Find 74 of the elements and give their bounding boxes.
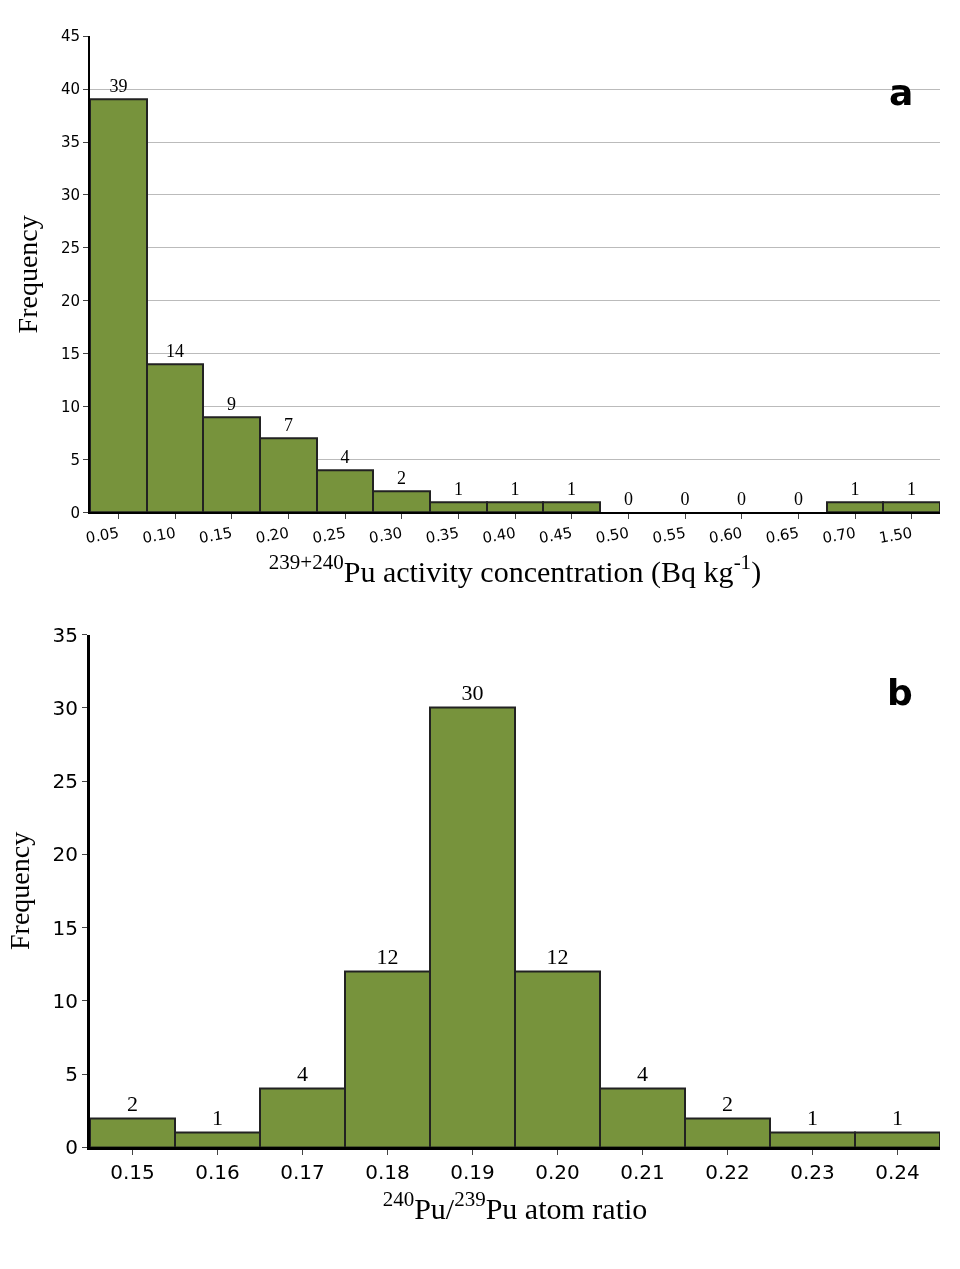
y-tick-label: 45 <box>60 27 80 46</box>
x-tick-label: 0.35 <box>424 523 461 548</box>
y-tick-label: 15 <box>60 344 80 363</box>
x-tick-label: 0.20 <box>254 523 291 548</box>
data-label: 1 <box>454 479 463 500</box>
data-label: 0 <box>794 489 803 510</box>
x-tick-label: 0.30 <box>367 523 404 548</box>
x-tick-label: 0.21 <box>620 1160 665 1185</box>
data-label: 0 <box>624 489 633 510</box>
x-tick-label: 0.15 <box>110 1160 155 1185</box>
data-label: 1 <box>907 479 916 500</box>
x-tick-label: 0.50 <box>594 523 631 548</box>
x-tick-label: 0.17 <box>280 1160 325 1185</box>
x-tick-label: 1.50 <box>877 523 914 548</box>
y-tick-label: 10 <box>60 397 80 416</box>
x-tick-label: 0.05 <box>84 523 121 548</box>
data-label: 2 <box>397 468 406 489</box>
y-axis-title: Frequency <box>12 215 44 334</box>
y-tick-label: 10 <box>52 988 78 1013</box>
y-tick-label: 30 <box>60 186 80 205</box>
data-label: 1 <box>212 1104 223 1130</box>
x-tick-label: 0.25 <box>310 523 347 548</box>
data-label: 1 <box>892 1104 903 1130</box>
data-label: 12 <box>546 943 569 969</box>
y-tick-label: 25 <box>60 239 80 258</box>
y-tick-label: 20 <box>52 842 78 867</box>
data-label: 0 <box>680 489 690 510</box>
data-label: 0 <box>737 489 746 510</box>
x-tick-label: 0.22 <box>705 1160 750 1185</box>
y-tick-label: 35 <box>52 622 78 647</box>
data-label: 30 <box>461 679 484 705</box>
x-tick-label: 0.15 <box>197 523 234 548</box>
data-label: 1 <box>850 479 860 500</box>
x-tick-label: 0.60 <box>707 523 744 548</box>
data-label: 7 <box>284 415 293 436</box>
y-tick-label: 5 <box>70 450 80 469</box>
data-label: 1 <box>807 1104 818 1130</box>
data-label: 2 <box>127 1090 138 1116</box>
annotation: a <box>889 72 914 113</box>
data-label: 12 <box>376 943 399 969</box>
x-tick-label: 0.19 <box>450 1160 495 1185</box>
y-tick-label: 5 <box>65 1062 78 1087</box>
y-tick-label: 25 <box>52 769 78 794</box>
data-label: 4 <box>340 447 350 468</box>
y-tick-label: 40 <box>60 80 80 99</box>
x-tick-label: 0.40 <box>480 523 517 548</box>
x-tick-label: 0.20 <box>535 1160 580 1185</box>
x-tick-label: 0.10 <box>140 523 177 548</box>
y-tick-label: 35 <box>60 133 80 152</box>
x-tick-label: 0.65 <box>764 523 801 548</box>
x-tick-label: 0.23 <box>790 1160 835 1185</box>
x-tick-label: 0.55 <box>650 523 687 548</box>
y-tick-label: 15 <box>52 915 78 940</box>
data-label: 9 <box>227 394 236 415</box>
y-tick-label: 30 <box>52 695 78 720</box>
x-tick-label: 0.45 <box>537 523 574 548</box>
x-tick-label: 0.16 <box>195 1160 240 1185</box>
x-tick-label: 0.70 <box>820 523 857 548</box>
y-tick-label: 0 <box>65 1135 78 1160</box>
y-tick-label: 0 <box>70 503 80 522</box>
data-label: 14 <box>166 341 184 362</box>
x-tick-label: 0.18 <box>365 1160 410 1185</box>
x-axis-title: $^{240}$Pu/$^{239}$Pu atom ratio <box>382 1187 648 1225</box>
data-label: 4 <box>297 1060 308 1086</box>
y-axis-title: Frequency <box>4 831 36 950</box>
data-label: 2 <box>722 1090 733 1116</box>
y-tick-label: 20 <box>60 292 80 311</box>
annotation: b <box>887 672 913 713</box>
data-label: 4 <box>637 1060 648 1086</box>
data-label: 1 <box>510 479 520 500</box>
data-label: 1 <box>567 479 576 500</box>
data-label: 39 <box>109 76 128 97</box>
x-axis-title: $^{239+240}$Pu activity concentration (Bq kg$^{-1}$) <box>268 550 762 590</box>
x-tick-label: 0.24 <box>875 1160 920 1185</box>
